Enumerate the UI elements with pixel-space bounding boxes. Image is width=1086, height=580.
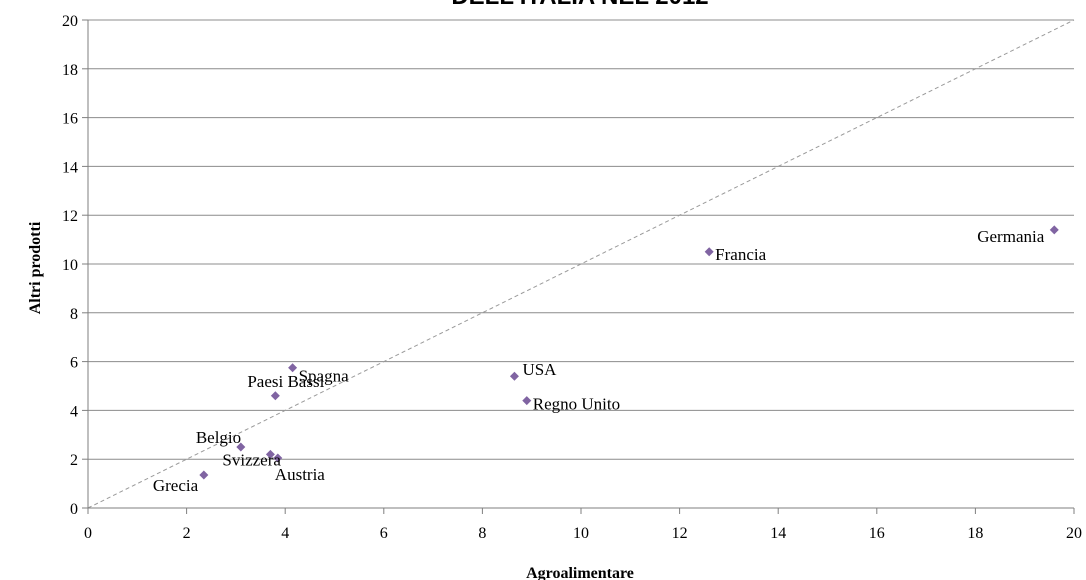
reference-line-layer: [87, 19, 1075, 509]
x-tick-label-18: 18: [967, 525, 983, 542]
data-label-austria: Austria: [275, 465, 326, 484]
data-label-svizzera: Svizzera: [222, 450, 281, 469]
data-label-spagna: Spagna: [299, 367, 350, 386]
x-tick-label-2: 2: [183, 525, 191, 542]
data-point-grecia: [199, 470, 209, 480]
data-label-francia: Francia: [715, 245, 766, 264]
x-axis-title: Agroalimentare: [526, 565, 634, 580]
data-label-paesi-bassi: Paesi Bassi: [247, 372, 324, 391]
y-tick-label-6: 6: [70, 355, 78, 372]
data-label-germania: Germania: [977, 227, 1044, 246]
axes: [82, 19, 1075, 514]
data-point-belgio: [236, 442, 246, 452]
data-point-germania: [1049, 225, 1059, 235]
y-tick-label-18: 18: [62, 62, 78, 79]
x-tick-label-4: 4: [281, 525, 289, 542]
data-point-svizzera: [265, 449, 275, 459]
data-point-francia: [704, 247, 714, 257]
data-point-usa: [509, 371, 519, 381]
x-tick-label-6: 6: [380, 525, 388, 542]
y-tick-label-4: 4: [70, 403, 78, 420]
data-label-regno-unito: Regno Unito: [533, 395, 620, 414]
y-tick-label-10: 10: [62, 257, 78, 274]
x-tick-label-0: 0: [84, 525, 92, 542]
y-tick-label-12: 12: [62, 208, 78, 225]
x-tick-label-16: 16: [869, 525, 885, 542]
y-tick-label-0: 0: [70, 501, 78, 518]
data-label-usa: USA: [522, 360, 557, 379]
data-label-grecia: Grecia: [153, 476, 199, 495]
y-tick-label-16: 16: [62, 111, 78, 128]
reference-line: [87, 19, 1075, 509]
y-axis-title: Altri prodotti: [27, 221, 44, 314]
data-point-regno-unito: [522, 396, 532, 406]
x-tick-label-14: 14: [770, 525, 786, 542]
data-labels: Germania Francia USA Regno Unito SpagnaPaesi…: [153, 227, 1045, 495]
chart-title: DELL'ITALIA NEL 2012: [451, 0, 708, 10]
data-label-belgio: Belgio: [196, 428, 241, 447]
x-tick-label-20: 20: [1066, 525, 1082, 542]
data-point-spagna: [288, 363, 298, 373]
x-tick-label-8: 8: [478, 525, 486, 542]
y-tick-label-20: 20: [62, 13, 78, 30]
y-tick-label-8: 8: [70, 306, 78, 323]
y-tick-label-2: 2: [70, 452, 78, 469]
grid-lines: [88, 19, 1074, 460]
data-point-austria: [273, 453, 283, 463]
y-tick-label-14: 14: [62, 159, 78, 176]
x-tick-label-12: 12: [672, 525, 688, 542]
tick-labels: 0 2 4 6 8 10 12 14 16 18 20 0 2 4 6 8 10 12 14 16 18 20: [62, 13, 1082, 542]
data-points: [199, 225, 1059, 480]
x-tick-label-10: 10: [573, 525, 589, 542]
data-point-paesi-bassi: [270, 391, 280, 401]
